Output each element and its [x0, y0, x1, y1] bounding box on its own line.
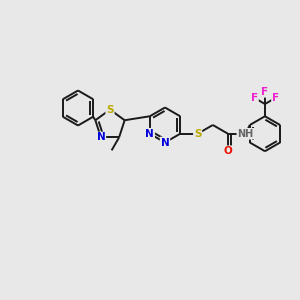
Text: O: O: [224, 146, 232, 156]
Text: S: S: [194, 129, 201, 139]
Text: N: N: [160, 137, 169, 148]
Text: N: N: [146, 129, 154, 139]
Text: F: F: [251, 93, 258, 103]
Text: F: F: [272, 93, 279, 103]
Text: N: N: [97, 133, 105, 142]
Text: F: F: [261, 87, 268, 97]
Text: S: S: [106, 105, 114, 115]
Text: NH: NH: [237, 129, 254, 139]
